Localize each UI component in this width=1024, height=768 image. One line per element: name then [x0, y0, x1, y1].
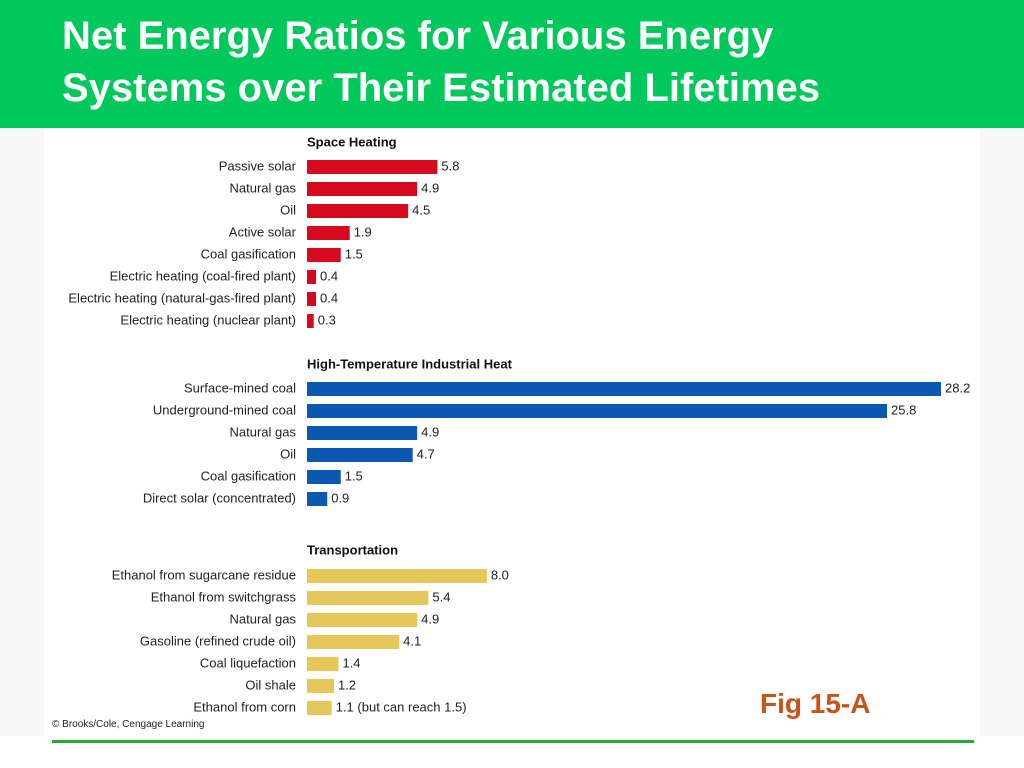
bar-transportation: [307, 569, 487, 583]
bar-space-heating: [307, 270, 316, 284]
footer-rule: [52, 740, 974, 743]
value-label: 5.4: [432, 589, 450, 604]
group-header-space-heating: Space Heating: [307, 134, 397, 149]
category-label: Ethanol from corn: [193, 699, 296, 714]
title-band: Net Energy Ratios for Various Energy Sys…: [0, 0, 1024, 128]
bar-transportation: [307, 701, 332, 715]
value-label: 8.0: [491, 567, 509, 582]
value-label: 25.8: [891, 402, 916, 417]
category-label: Electric heating (coal-fired plant): [110, 268, 296, 283]
category-label: Oil: [280, 446, 296, 461]
category-label: Coal gasification: [201, 246, 296, 261]
value-label: 1.2: [338, 677, 356, 692]
bar-transportation: [307, 679, 334, 693]
bar-transportation: [307, 635, 400, 649]
slide-title: Net Energy Ratios for Various Energy Sys…: [62, 10, 820, 114]
value-label: 4.9: [421, 180, 439, 195]
category-label: Coal gasification: [201, 468, 296, 483]
category-label: Ethanol from switchgrass: [151, 589, 297, 604]
bar-high-temperature-industrial-heat: [307, 448, 413, 462]
bar-transportation: [307, 591, 429, 605]
category-label: Natural gas: [230, 424, 297, 439]
right-margin: [980, 128, 1024, 736]
category-label: Ethanol from sugarcane residue: [112, 567, 296, 582]
value-label: 1.5: [345, 468, 363, 483]
figure-label: Fig 15-A: [760, 688, 871, 719]
category-label: Natural gas: [230, 611, 297, 626]
value-label: 1.4: [342, 655, 360, 670]
category-label: Passive solar: [219, 158, 297, 173]
value-label: 1.9: [354, 224, 372, 239]
group-header-transportation: Transportation: [307, 542, 398, 557]
chart-panel: [44, 128, 980, 736]
value-label: 4.7: [417, 446, 435, 461]
category-label: Coal liquefaction: [200, 655, 296, 670]
category-label: Gasoline (refined crude oil): [140, 633, 296, 648]
bar-space-heating: [307, 314, 314, 328]
bar-transportation: [307, 613, 418, 627]
group-header-high-temperature-industrial-heat: High-Temperature Industrial Heat: [307, 356, 513, 371]
value-label: 0.4: [320, 290, 338, 305]
bar-high-temperature-industrial-heat: [307, 470, 341, 484]
bar-space-heating: [307, 160, 438, 174]
value-label: 4.5: [412, 202, 430, 217]
category-label: Oil: [280, 202, 296, 217]
value-label: 0.9: [331, 490, 349, 505]
value-label: 1.5: [345, 246, 363, 261]
bar-space-heating: [307, 182, 418, 196]
title-line-2: Systems over Their Estimated Lifetimes: [62, 66, 821, 110]
value-label: 0.4: [320, 268, 338, 283]
bar-high-temperature-industrial-heat: [307, 382, 941, 396]
category-label: Natural gas: [230, 180, 297, 195]
value-label: 28.2: [945, 380, 970, 395]
bar-space-heating: [307, 204, 409, 218]
value-label: 4.1: [403, 633, 421, 648]
value-label: 5.8: [441, 158, 459, 173]
copyright-credit: © Brooks/Cole, Cengage Learning: [52, 719, 205, 730]
category-label: Electric heating (natural-gas-fired plan…: [68, 290, 296, 305]
category-label: Underground-mined coal: [153, 402, 296, 417]
bar-high-temperature-industrial-heat: [307, 426, 418, 440]
bar-high-temperature-industrial-heat: [307, 492, 328, 506]
category-label: Oil shale: [245, 677, 296, 692]
bar-space-heating: [307, 292, 316, 306]
value-label: 0.3: [318, 312, 336, 327]
bar-space-heating: [307, 248, 341, 262]
title-line-1: Net Energy Ratios for Various Energy: [62, 14, 774, 58]
bar-transportation: [307, 657, 339, 671]
category-label: Active solar: [229, 224, 297, 239]
bar-high-temperature-industrial-heat: [307, 404, 888, 418]
category-label: Electric heating (nuclear plant): [120, 312, 296, 327]
left-margin: [0, 128, 44, 736]
value-label: 1.1 (but can reach 1.5): [336, 699, 467, 714]
value-label: 4.9: [421, 424, 439, 439]
category-label: Direct solar (concentrated): [143, 490, 296, 505]
bar-space-heating: [307, 226, 350, 240]
category-label: Surface-mined coal: [184, 380, 296, 395]
value-label: 4.9: [421, 611, 439, 626]
